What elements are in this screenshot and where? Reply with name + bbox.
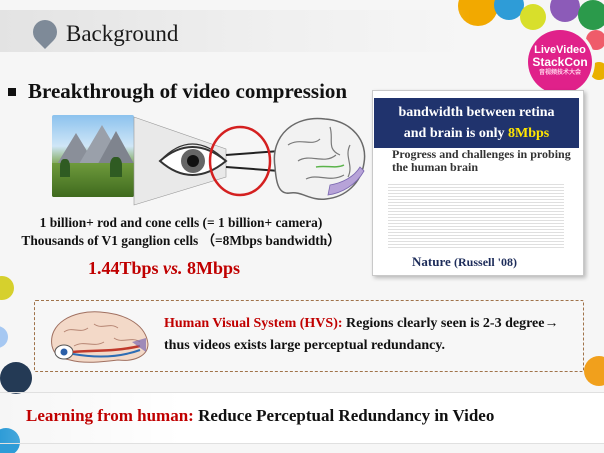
nature-header-line-1: bandwidth between retina (398, 105, 555, 120)
nature-caption-main: Nature (412, 254, 455, 269)
brain-icon (273, 117, 366, 200)
nature-caption-ref: (Russell '08) (454, 255, 518, 269)
nature-header-line-2: and brain is only 8Mbps (374, 123, 579, 144)
nature-header: bandwidth between retina and brain is on… (374, 98, 579, 148)
bandwidth-ratio: 1.44Tbps vs. 8Mbps (88, 258, 240, 279)
decor-bubble (578, 0, 604, 30)
learning-statement: Learning from human: Reduce Perceptual R… (26, 406, 494, 426)
ratio-vs: vs. (163, 258, 183, 278)
decor-bubble (0, 362, 32, 394)
ratio-left: 1.44Tbps (88, 258, 159, 278)
decor-bubble (586, 30, 604, 50)
highlight-circle (208, 125, 272, 197)
paper-title-line-1: Progress and challenges in probing (392, 147, 571, 161)
decor-bubble (520, 4, 546, 30)
title-band (0, 10, 470, 52)
paper-title-line-2: the human brain (392, 160, 479, 174)
bullet-icon (8, 88, 16, 96)
decor-bubble (494, 0, 524, 20)
paper-title: Progress and challenges in probing the h… (392, 148, 571, 174)
cells-line-1: 1 billion+ rod and cone cells (= 1 billi… (39, 215, 323, 230)
livevideo-logo: LiveVideo StackCon 音视频技术大会 (528, 30, 592, 94)
hvs-brain-diagram (51, 311, 149, 363)
learning-label: Learning from human: (26, 406, 194, 425)
hvs-body: Regions clearly seen is 2-3 degree→ thus… (164, 316, 559, 353)
eye-brain-illustration (133, 116, 366, 206)
logo-line-2: StackCon (532, 55, 588, 69)
logo-line-3: 音视频技术大会 (538, 70, 581, 76)
hvs-description: Human Visual System (HVS): Regions clear… (164, 313, 574, 357)
decor-bubble (590, 62, 604, 80)
nature-header-prefix: and brain is only (403, 126, 509, 141)
decor-bubble (0, 326, 8, 348)
hvs-label: Human Visual System (HVS): (164, 316, 343, 331)
ratio-right: 8Mbps (187, 258, 241, 278)
section-heading: Breakthrough of video compression (28, 79, 348, 103)
optic-nerve (225, 150, 281, 172)
cells-description: 1 billion+ rod and cone cells (= 1 billi… (16, 214, 346, 250)
paper-body-text (388, 184, 564, 248)
decor-bubble (0, 276, 14, 300)
nature-header-highlight: 8Mbps (508, 126, 550, 141)
landscape-image (52, 115, 134, 197)
decor-bubble (550, 0, 580, 22)
cells-line-2: Thousands of V1 ganglion cells （=8Mbps b… (21, 233, 341, 248)
bottom-band (0, 392, 604, 444)
nature-caption: Nature (Russell '08) (412, 254, 517, 270)
page-title: Background (66, 21, 179, 46)
learning-body: Reduce Perceptual Redundancy in Video (193, 406, 495, 425)
logo-line-1: LiveVideo (534, 44, 586, 56)
decor-bubble (584, 356, 604, 386)
